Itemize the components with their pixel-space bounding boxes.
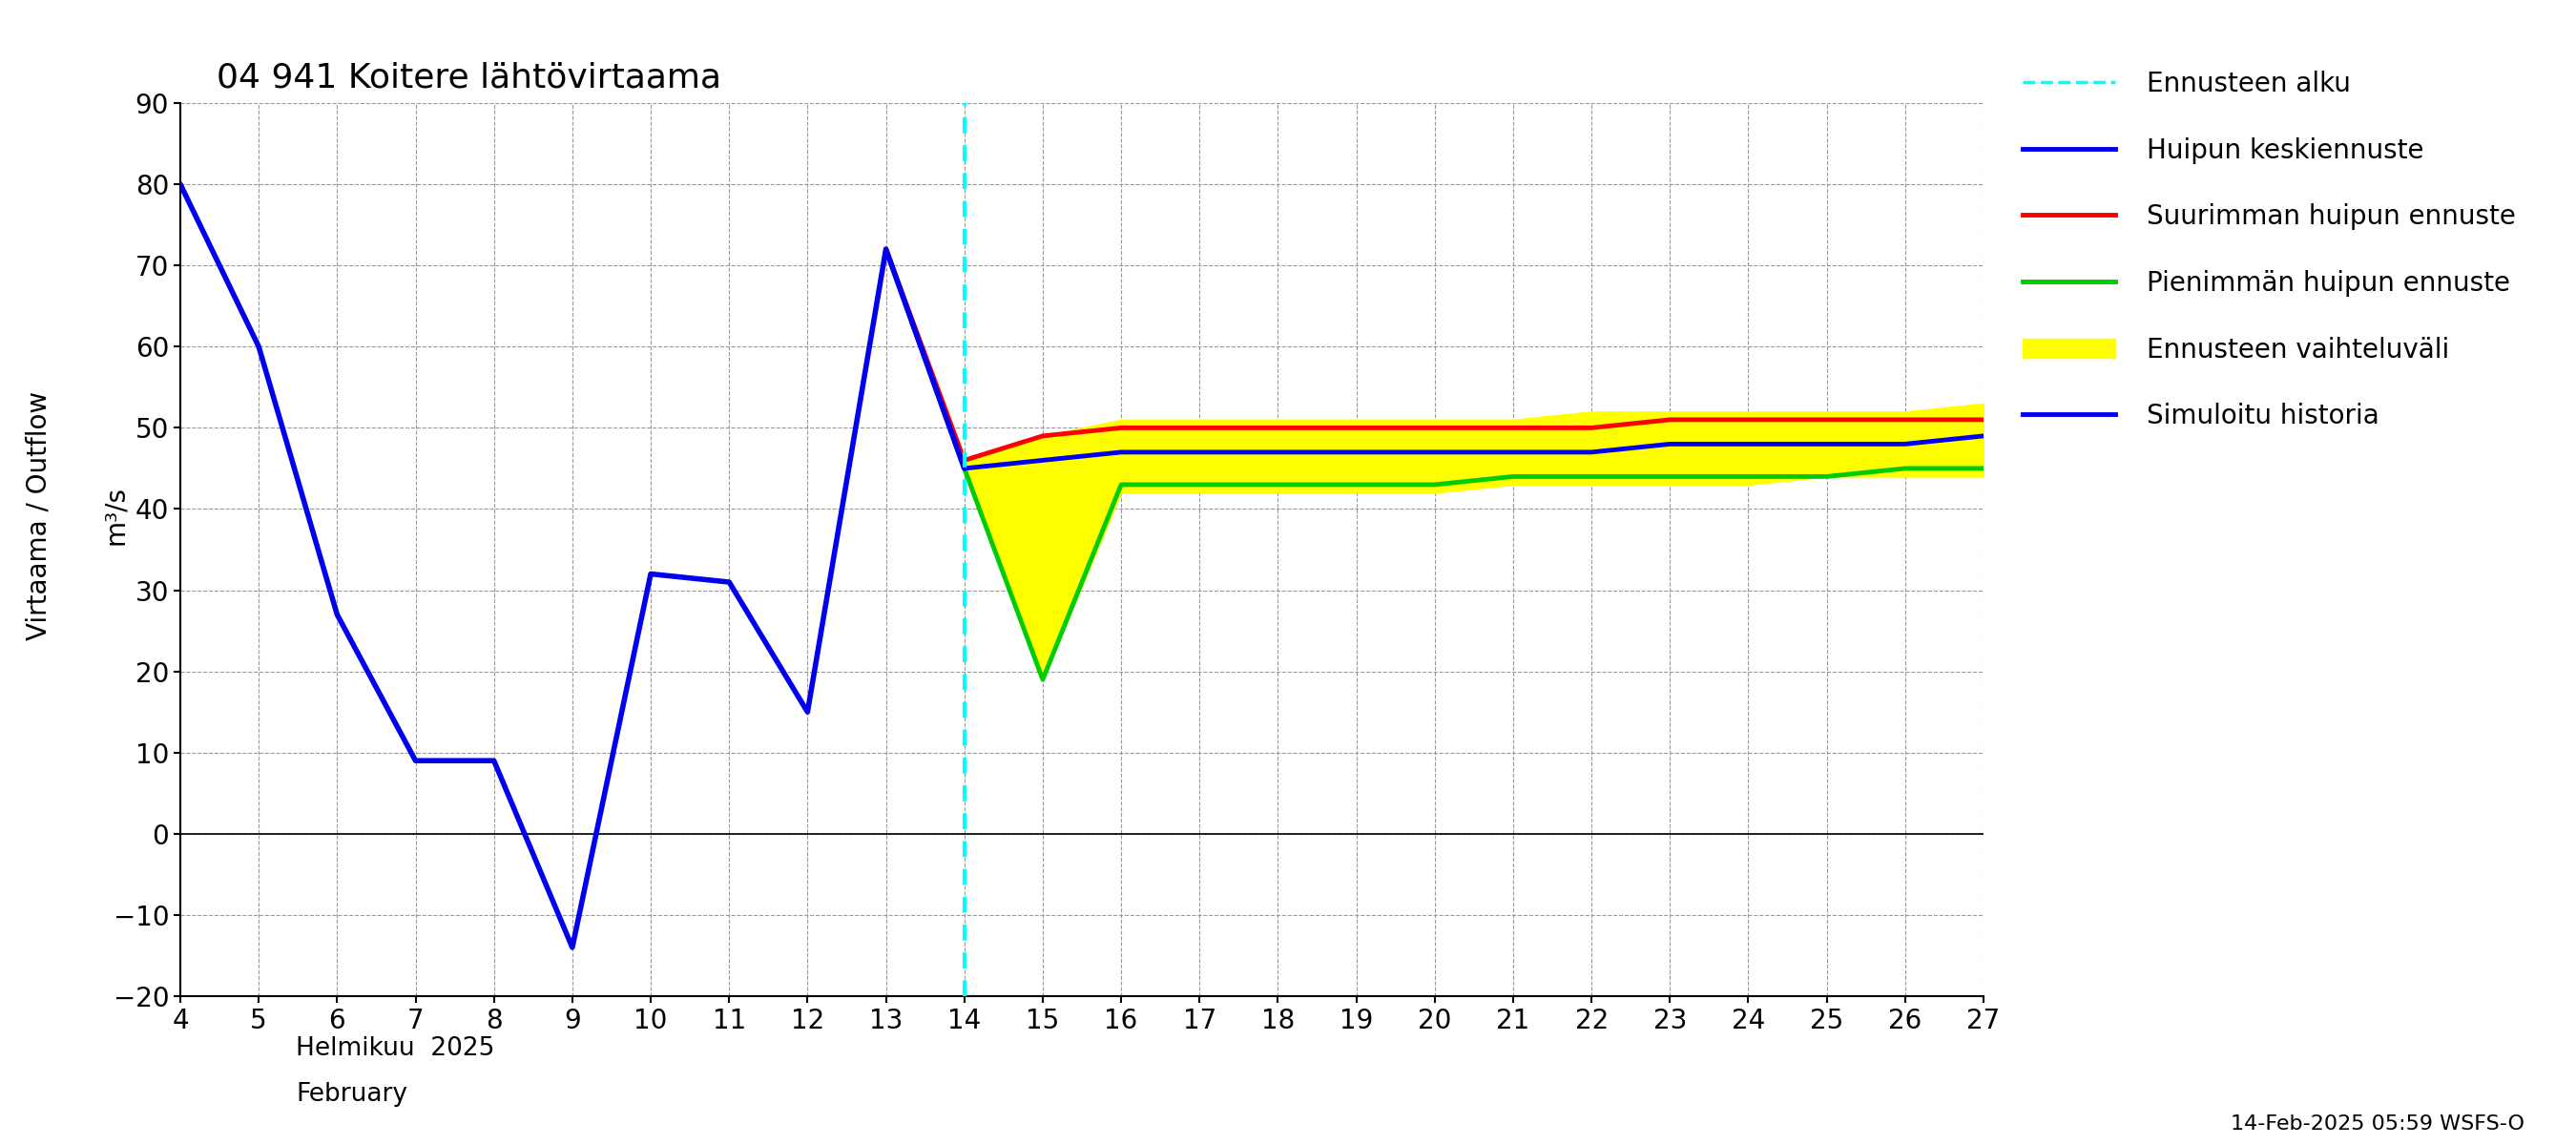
Text: 14-Feb-2025 05:59 WSFS-O: 14-Feb-2025 05:59 WSFS-O — [2231, 1114, 2524, 1134]
Legend: Ennusteen alku, Huipun keskiennuste, Suurimman huipun ennuste, Pienimmän huipun : Ennusteen alku, Huipun keskiennuste, Suu… — [2022, 71, 2517, 429]
Text: Virtaama / Outflow: Virtaama / Outflow — [26, 390, 52, 640]
Text: Helmikuu  2025: Helmikuu 2025 — [296, 1036, 495, 1061]
Text: 04 941 Koitere lähtövirtaama: 04 941 Koitere lähtövirtaama — [216, 62, 721, 94]
Text: February: February — [296, 1082, 407, 1107]
Text: m³/s: m³/s — [103, 485, 129, 545]
